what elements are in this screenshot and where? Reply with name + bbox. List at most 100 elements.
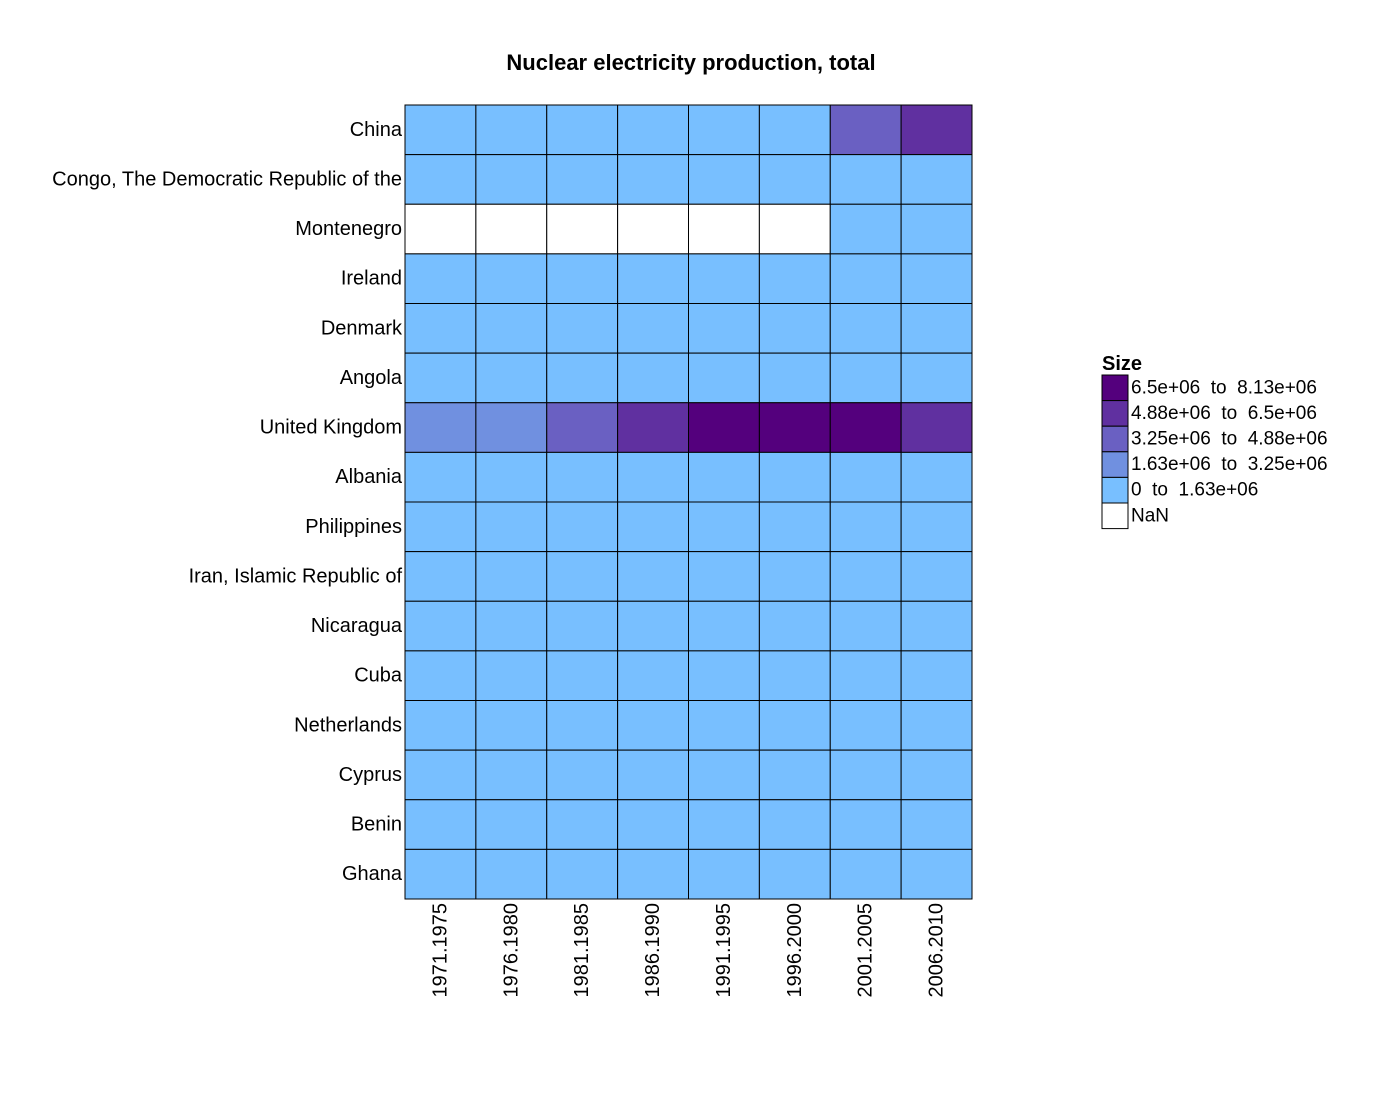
- legend-label: 6.5e+06 to 8.13e+06: [1131, 377, 1317, 398]
- heatmap-cell: [546, 154, 619, 205]
- heatmap-cell: [546, 303, 619, 354]
- row-label: Ireland: [341, 268, 402, 290]
- heatmap-cell: [404, 402, 477, 453]
- heatmap-cell: [404, 501, 477, 553]
- heatmap-cell: [617, 203, 689, 255]
- row-label: Cyprus: [339, 764, 402, 786]
- heatmap-cell: [829, 451, 902, 503]
- heatmap-cell: [758, 451, 831, 503]
- heatmap-cell: [688, 352, 760, 404]
- heatmap-cell: [546, 799, 619, 850]
- heatmap-cell: [475, 501, 548, 553]
- legend-label: 1.63e+06 to 3.25e+06: [1131, 454, 1328, 475]
- heatmap-cell: [617, 402, 689, 453]
- heatmap-cell: [829, 848, 902, 900]
- heatmap-cell: [475, 650, 548, 701]
- heatmap-cell: [688, 551, 760, 602]
- heatmap-cells: [404, 104, 973, 900]
- heatmap-cell: [475, 700, 548, 751]
- heatmap-cell: [758, 749, 831, 801]
- heatmap-cell: [688, 848, 760, 900]
- column-label: 1981.1985: [571, 903, 593, 998]
- heatmap-cell: [900, 700, 973, 751]
- heatmap-cell: [900, 303, 973, 354]
- legend-swatch: [1101, 451, 1129, 478]
- row-label: United Kingdom: [260, 417, 402, 439]
- heatmap-cell: [475, 600, 548, 652]
- heatmap-cell: [546, 253, 619, 304]
- heatmap-cell: [546, 848, 619, 900]
- heatmap-cell: [617, 749, 689, 801]
- heatmap-cell: [617, 600, 689, 652]
- heatmap-cell: [829, 104, 902, 156]
- heatmap-cell: [900, 203, 973, 255]
- heatmap-cell: [829, 253, 902, 304]
- heatmap-cell: [546, 104, 619, 156]
- heatmap-cell: [688, 799, 760, 850]
- heatmap-cell: [758, 551, 831, 602]
- heatmap-cell: [404, 303, 477, 354]
- column-labels: 1971.1975 1976.1980 1981.1985 1986.1990 1991…: [429, 903, 947, 998]
- heatmap-cell: [758, 650, 831, 701]
- heatmap-cell: [404, 154, 477, 205]
- heatmap-cell: [546, 749, 619, 801]
- heatmap-cell: [900, 600, 973, 652]
- heatmap-cell: [475, 451, 548, 503]
- heatmap-cell: [475, 154, 548, 205]
- heatmap-cell: [758, 402, 831, 453]
- row-label: Philippines: [305, 516, 402, 538]
- heatmap-cell: [758, 203, 831, 255]
- heatmap-cell: [617, 848, 689, 900]
- row-label: Montenegro: [295, 218, 402, 240]
- heatmap-cell: [617, 154, 689, 205]
- row-label: Cuba: [354, 665, 403, 687]
- row-label: Congo, The Democratic Republic of the: [52, 168, 402, 190]
- heatmap-cell: [404, 104, 477, 156]
- heatmap-cell: [829, 203, 902, 255]
- heatmap-cell: [617, 501, 689, 553]
- heatmap-cell: [617, 104, 689, 156]
- heatmap-cell: [900, 402, 973, 453]
- legend: Size 6.5e+06 to 8.13e+06 4.88e+06 to 6.5e…: [1101, 353, 1328, 530]
- heatmap-cell: [475, 551, 548, 602]
- heatmap-cell: [688, 650, 760, 701]
- heatmap-cell: [688, 303, 760, 354]
- heatmap-cell: [688, 203, 760, 255]
- column-label: 1986.1990: [642, 903, 664, 998]
- legend-title: Size: [1102, 353, 1142, 375]
- row-label: Nicaragua: [311, 615, 403, 637]
- column-label: 2006.2010: [926, 903, 948, 998]
- heatmap-cell: [829, 154, 902, 205]
- heatmap-cell: [688, 501, 760, 553]
- heatmap-cell: [404, 650, 477, 701]
- chart-title: Nuclear electricity production, total: [506, 50, 875, 75]
- column-label: 2001.2005: [855, 903, 877, 998]
- heatmap-cell: [404, 451, 477, 503]
- heatmap-cell: [829, 402, 902, 453]
- heatmap-cell: [758, 600, 831, 652]
- heatmap-cell: [688, 154, 760, 205]
- legend-label: 4.88e+06 to 6.5e+06: [1131, 403, 1317, 424]
- heatmap-cell: [758, 799, 831, 850]
- row-label: Netherlands: [294, 714, 402, 736]
- row-label: Denmark: [321, 317, 403, 339]
- heatmap-cell: [546, 551, 619, 602]
- heatmap-cell: [617, 253, 689, 304]
- heatmap-cell: [475, 303, 548, 354]
- heatmap-cell: [829, 799, 902, 850]
- heatmap-cell: [829, 303, 902, 354]
- heatmap-cell: [758, 501, 831, 553]
- heatmap-cell: [829, 352, 902, 404]
- heatmap-cell: [758, 303, 831, 354]
- heatmap-cell: [688, 451, 760, 503]
- heatmap-cell: [617, 650, 689, 701]
- heatmap-cell: [900, 650, 973, 701]
- heatmap-cell: [688, 402, 760, 453]
- heatmap-cell: [900, 253, 973, 304]
- heatmap-cell: [546, 700, 619, 751]
- legend-swatch: [1101, 502, 1129, 530]
- legend-swatch: [1101, 374, 1129, 402]
- row-label: Benin: [351, 814, 402, 836]
- heatmap-cell: [617, 799, 689, 850]
